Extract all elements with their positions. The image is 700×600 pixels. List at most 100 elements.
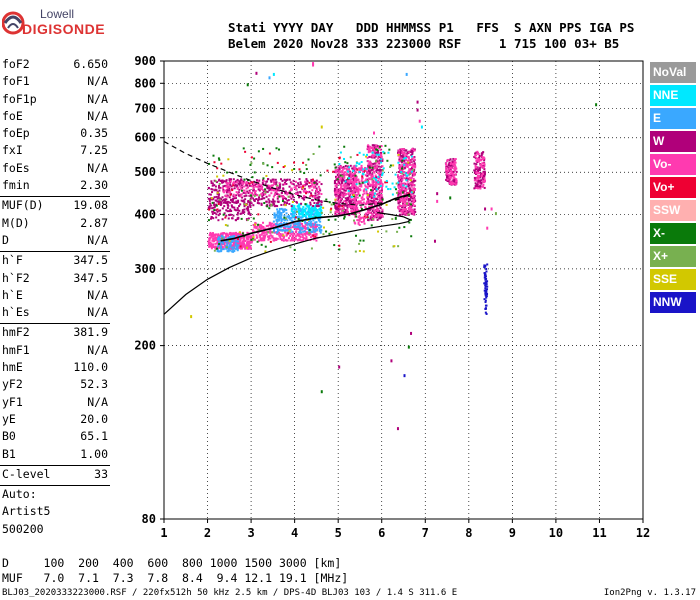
echo-point [190, 315, 193, 319]
echo-point [454, 158, 457, 161]
echo-point [272, 180, 275, 183]
echo-point [320, 229, 323, 232]
echo-point [296, 193, 299, 196]
echo-point [221, 186, 224, 189]
echo-point [455, 170, 458, 173]
echo-point [312, 213, 315, 216]
echo-point [335, 209, 338, 212]
param-row: foEp 0.35 [0, 126, 110, 143]
echo-point [352, 173, 355, 176]
echo-point [399, 188, 402, 191]
echo-point [358, 194, 361, 197]
echo-point [222, 185, 225, 188]
echo-point [221, 207, 224, 210]
echo-point [288, 225, 291, 228]
echo-point [453, 161, 456, 164]
echo-point [355, 177, 358, 180]
echo-point [481, 176, 484, 179]
echo-point [296, 232, 299, 235]
echo-point [374, 203, 377, 206]
echo-point [350, 206, 353, 209]
echo-point [235, 194, 238, 197]
echo-point [347, 198, 350, 201]
echo-point [350, 186, 353, 189]
echo-point [483, 177, 486, 180]
echo-point [345, 173, 348, 176]
echo-point [397, 183, 400, 186]
echo-point [399, 192, 402, 195]
echo-point [289, 195, 292, 198]
y-tick-label: 80 [142, 512, 156, 526]
echo-point [281, 225, 284, 228]
echo-point [379, 171, 382, 174]
echo-point [449, 161, 452, 164]
echo-point [454, 181, 457, 184]
echo-point [376, 169, 379, 172]
echo-point [211, 188, 214, 191]
param-label: C-level [2, 466, 51, 481]
echo-point [282, 221, 285, 224]
echo-point [337, 211, 340, 214]
echo-point [289, 234, 292, 237]
echo-point [216, 191, 219, 194]
echo-point [299, 239, 302, 242]
echo-point [247, 234, 250, 237]
echo-point [357, 216, 360, 219]
echo-point [374, 178, 377, 181]
echo-point [369, 171, 372, 174]
echo-point [385, 179, 388, 182]
echo-point [304, 233, 307, 236]
echo-point [308, 204, 311, 207]
echo-point [370, 197, 373, 200]
echo-point [409, 170, 412, 173]
echo-point [352, 195, 355, 198]
echo-point [344, 208, 347, 211]
echo-point [261, 181, 264, 184]
echo-point [398, 165, 401, 168]
echo-point [480, 165, 483, 168]
param-value: 2.87 [80, 215, 108, 230]
echo-point [353, 183, 356, 186]
echo-point [410, 168, 413, 171]
echo-point [291, 206, 294, 209]
echo-point [368, 147, 371, 150]
echo-point [299, 226, 302, 229]
echo-point [397, 187, 400, 190]
echo-point [409, 182, 412, 185]
echo-point [275, 181, 278, 184]
echo-point [367, 160, 370, 163]
echo-point [412, 179, 415, 182]
echo-point [310, 208, 313, 211]
echo-point [379, 196, 382, 199]
echo-point [287, 232, 290, 235]
echo-point [221, 181, 224, 184]
echo-point [283, 201, 286, 204]
echo-point [212, 245, 215, 248]
echo-point [410, 210, 413, 213]
echo-point [287, 225, 290, 228]
echo-point [317, 198, 320, 201]
echo-point [475, 186, 478, 189]
echo-point [278, 182, 281, 185]
echo-point [295, 200, 298, 203]
echo-point [398, 149, 401, 152]
echo-point [410, 176, 413, 179]
echo-point [358, 219, 361, 222]
echo-point [479, 179, 482, 182]
echo-point [262, 177, 265, 180]
echo-point [221, 196, 224, 199]
echo-point [276, 197, 279, 200]
echo-point [296, 205, 299, 208]
echo-point [208, 208, 211, 211]
echo-point [363, 215, 366, 218]
echo-point [226, 203, 229, 206]
echo-point [250, 191, 253, 194]
echo-point [229, 198, 232, 201]
echo-point [374, 210, 377, 213]
echo-point [392, 164, 395, 167]
echo-point [258, 228, 261, 231]
echo-point [334, 200, 337, 203]
echo-point [307, 158, 310, 161]
echo-point [380, 194, 383, 197]
echo-point [214, 246, 217, 249]
